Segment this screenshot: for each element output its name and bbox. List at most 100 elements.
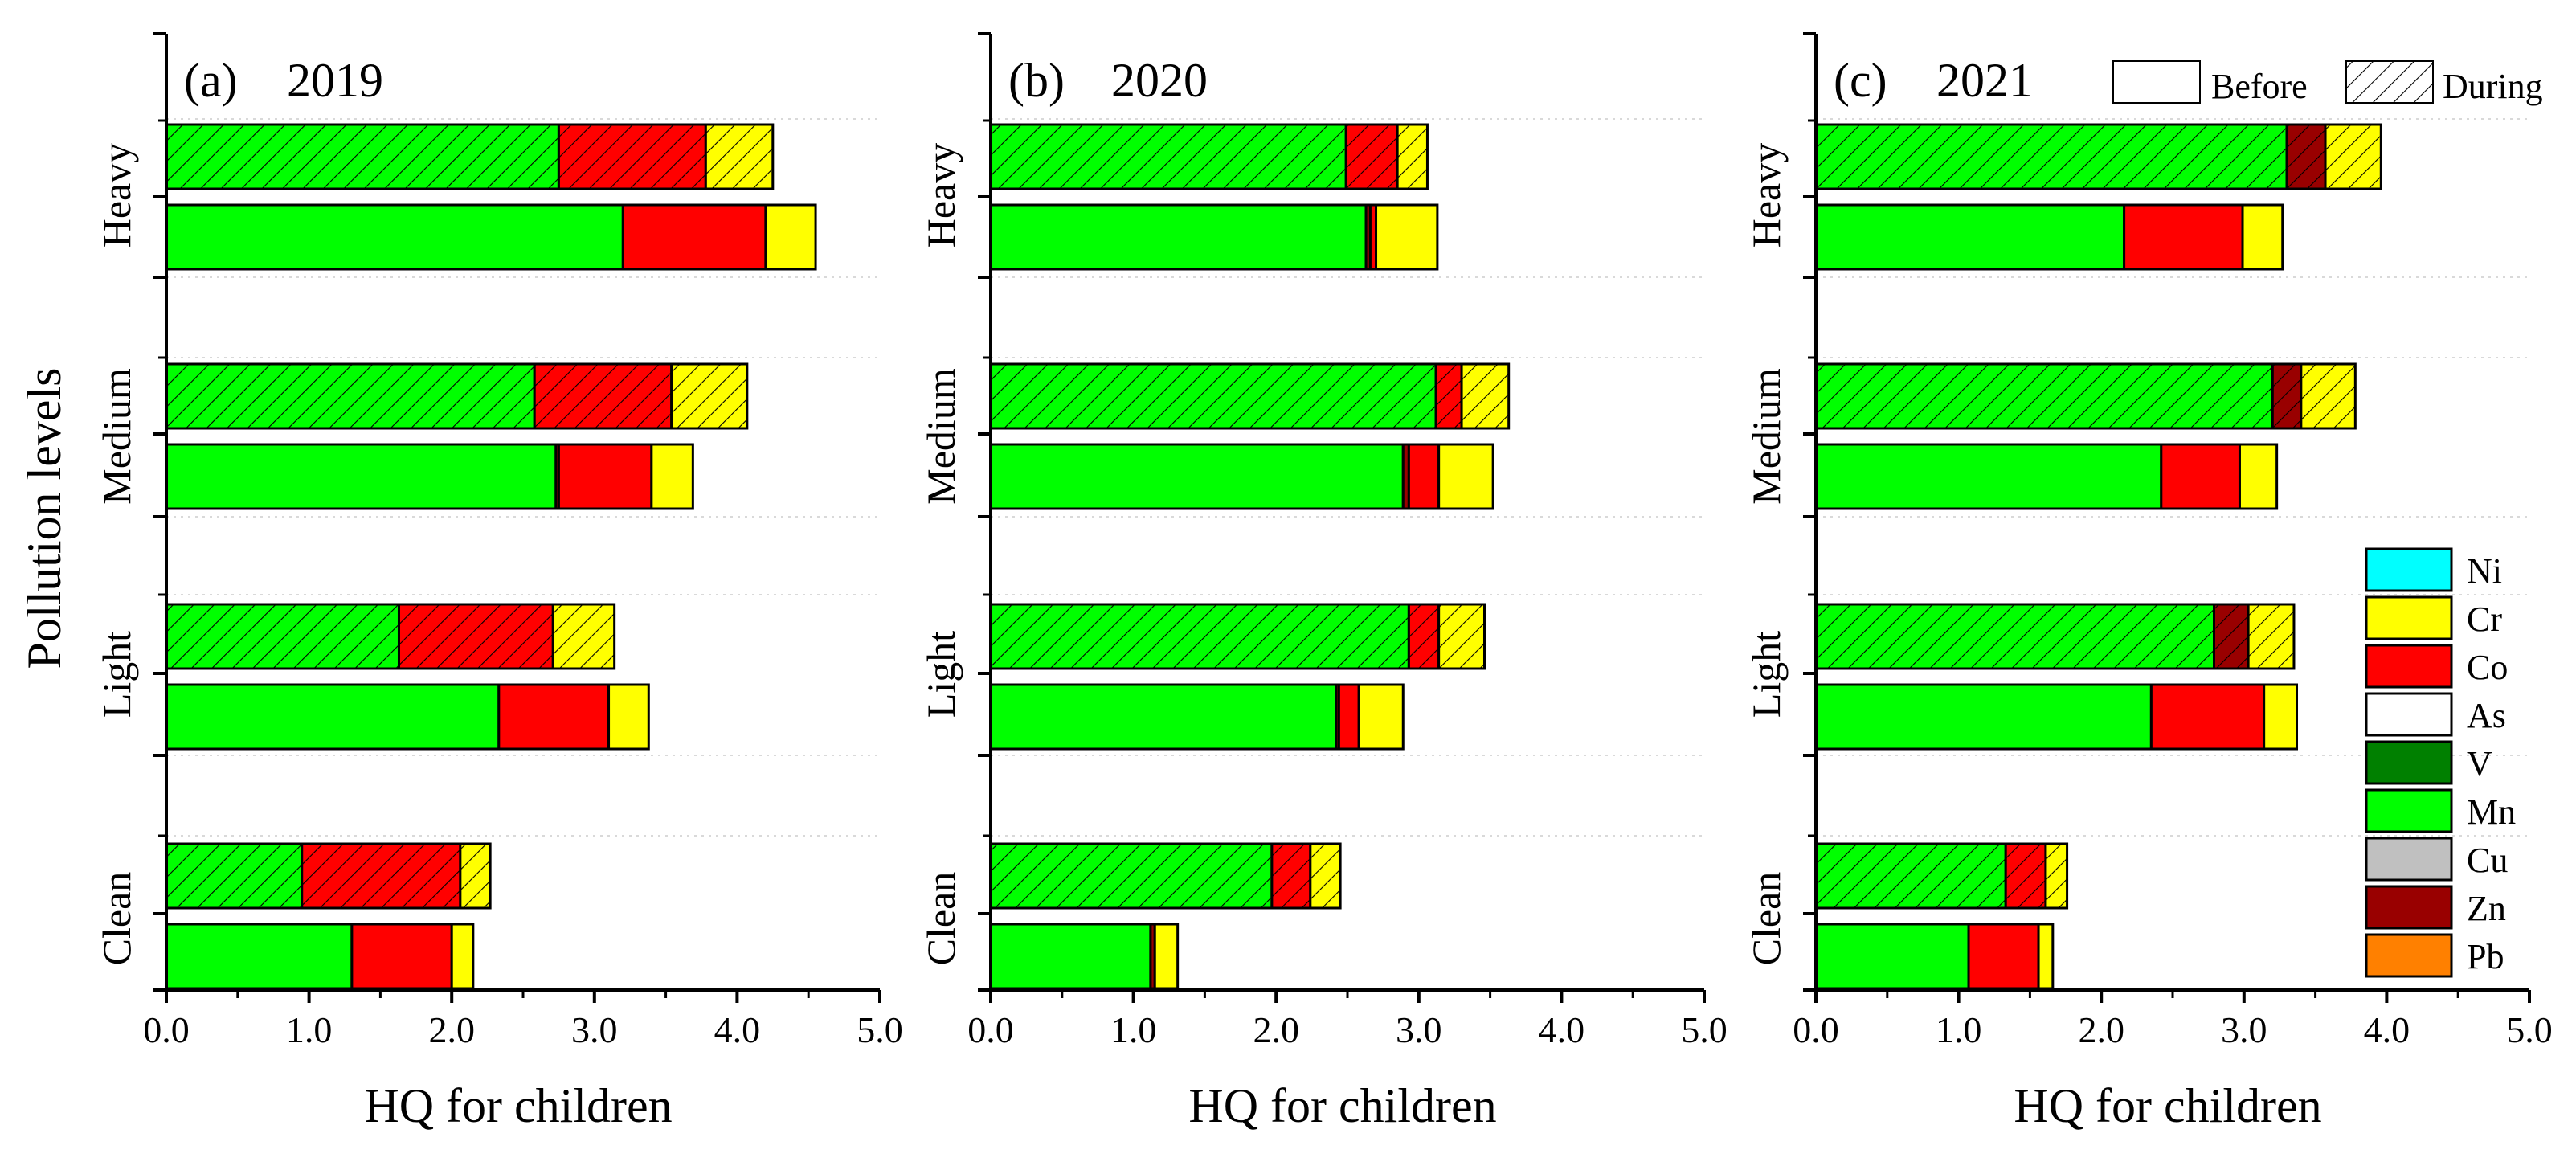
panel-2019: 0.0 1.0 2.0 3.0 4.0 5.0 HQ for children Heavy Me…	[94, 32, 903, 1132]
legend-during-hatch	[2346, 61, 2433, 103]
hatch-medium-mn	[991, 364, 1437, 428]
category-label-light: Light	[918, 631, 963, 718]
hatch-heavy-zn	[2287, 125, 2326, 189]
category-label-clean: Clean	[1744, 872, 1789, 966]
x-tick-label: 1.0	[1936, 1009, 1982, 1050]
hatch-clean-mn	[166, 844, 302, 908]
panels-layer: 0.0 1.0 2.0 3.0 4.0 5.0 HQ for children Heavy Me…	[18, 32, 2553, 1132]
hatch-clean-co	[1271, 844, 1310, 908]
bar-clean-before-mn	[989, 923, 1152, 990]
bar-light-before-mn	[989, 683, 1338, 751]
legend-swatch-mn	[2365, 788, 2453, 833]
bar-medium-before-cr	[1437, 443, 1494, 510]
panel-2020: 0.0 1.0 2.0 3.0 4.0 5.0 HQ for children Heavy Me…	[918, 32, 1728, 1132]
bar-clean-before-co	[350, 923, 453, 990]
x-tick-label: 0.0	[967, 1009, 1014, 1050]
panel-label: (c)	[1834, 54, 1887, 107]
x-axis-title: HQ for children	[1188, 1079, 1496, 1132]
bar-medium-before-mn	[165, 443, 558, 510]
hatch-heavy-mn	[1816, 125, 2288, 189]
hatch-medium-cr	[1462, 364, 1509, 428]
legend-before-label: Before	[2211, 67, 2308, 106]
hatch-heavy-mn	[991, 125, 1347, 189]
hatch-clean-co	[2006, 844, 2046, 908]
bar-clean-before-cr	[1153, 923, 1180, 990]
panel-year: 2021	[1936, 54, 2033, 107]
panel-label: (b)	[1008, 54, 1065, 107]
bar-heavy-before-cr	[764, 203, 817, 271]
legend-during-label: During	[2443, 67, 2543, 106]
category-label-clean: Clean	[918, 872, 963, 966]
bar-medium-before-mn	[1814, 443, 2163, 510]
bar-medium-before-co	[1407, 443, 1441, 510]
hatch-clean-mn	[991, 844, 1272, 908]
bar-light-before-mn	[165, 683, 501, 751]
hatch-light-co	[399, 604, 554, 669]
bar-heavy-before-co	[621, 203, 767, 271]
category-label-heavy: Heavy	[918, 143, 963, 248]
bar-light-before-co	[497, 683, 611, 751]
hatch-light-cr	[1438, 604, 1485, 669]
x-tick-label: 4.0	[2364, 1009, 2410, 1050]
bar-light-before-co	[1337, 683, 1360, 751]
hatch-light-mn	[166, 604, 399, 669]
bar-medium-before-cr	[650, 443, 694, 510]
hatch-heavy-mn	[166, 125, 559, 189]
hatch-medium-cr	[671, 364, 747, 428]
bar-clean-before-mn	[1814, 923, 1970, 990]
hatch-medium-mn	[166, 364, 535, 428]
hatch-light-mn	[991, 604, 1409, 669]
bar-heavy-before-mn	[1814, 203, 2126, 271]
bar-medium-before-mn	[989, 443, 1405, 510]
legend-label-pb: Pb	[2467, 937, 2504, 976]
hatch-light-zn	[2214, 604, 2249, 669]
x-tick-label: 2.0	[2078, 1009, 2124, 1050]
bar-clean-before-co	[1967, 923, 2040, 990]
bar-heavy-before-mn	[165, 203, 624, 271]
legend-label-v: V	[2467, 744, 2492, 784]
x-tick-label: 4.0	[714, 1009, 761, 1050]
x-tick-label: 1.0	[286, 1009, 333, 1050]
legend-swatch-ni	[2365, 547, 2453, 592]
category-label-medium: Medium	[918, 368, 963, 505]
legend-swatch-pb	[2365, 933, 2453, 978]
x-tick-label: 0.0	[1793, 1009, 1839, 1050]
hatch-heavy-cr	[1397, 125, 1428, 189]
hatch-medium-co	[1436, 364, 1462, 428]
x-tick-label: 5.0	[1681, 1009, 1728, 1050]
legend-label-ni: Ni	[2467, 551, 2502, 591]
hatch-heavy-co	[558, 125, 706, 189]
x-tick-label: 2.0	[1253, 1009, 1299, 1050]
panel-2021: 0.0 1.0 2.0 3.0 4.0 5.0 HQ for children Heavy Me…	[1744, 32, 2553, 1132]
x-tick-label: 4.0	[1539, 1009, 1585, 1050]
y-axis-title: Pollution levels	[18, 368, 71, 669]
legend-swatch-co	[2365, 644, 2453, 689]
legend-label-mn: Mn	[2467, 792, 2516, 832]
legend-swatch-cr	[2365, 595, 2453, 640]
bar-light-before-cr	[1357, 683, 1405, 751]
hatch-heavy-cr	[705, 125, 773, 189]
legend-swatch-zn	[2365, 885, 2453, 930]
bar-light-before-co	[2149, 683, 2266, 751]
panel-label: (a)	[184, 54, 238, 107]
bar-light-before-cr	[2263, 683, 2299, 751]
hatch-medium-zn	[2272, 364, 2301, 428]
bar-medium-before-co	[557, 443, 653, 510]
category-label-light: Light	[1744, 631, 1789, 718]
hatch-light-cr	[2248, 604, 2294, 669]
hatch-medium-co	[534, 364, 672, 428]
period-legend: Before During	[2112, 60, 2543, 106]
x-axis-title: HQ for children	[364, 1079, 672, 1132]
panel-year: 2019	[287, 54, 383, 107]
bar-heavy-before-co	[2123, 203, 2244, 271]
x-tick-label: 3.0	[571, 1009, 618, 1050]
legend-swatch-cu	[2365, 837, 2453, 882]
bar-heavy-before-cr	[1375, 203, 1439, 271]
x-tick-label: 3.0	[2221, 1009, 2267, 1050]
category-label-clean: Clean	[94, 872, 139, 966]
category-label-medium: Medium	[94, 368, 139, 505]
x-tick-label: 1.0	[1110, 1009, 1157, 1050]
hatch-medium-mn	[1816, 364, 2273, 428]
x-tick-label: 2.0	[428, 1009, 475, 1050]
